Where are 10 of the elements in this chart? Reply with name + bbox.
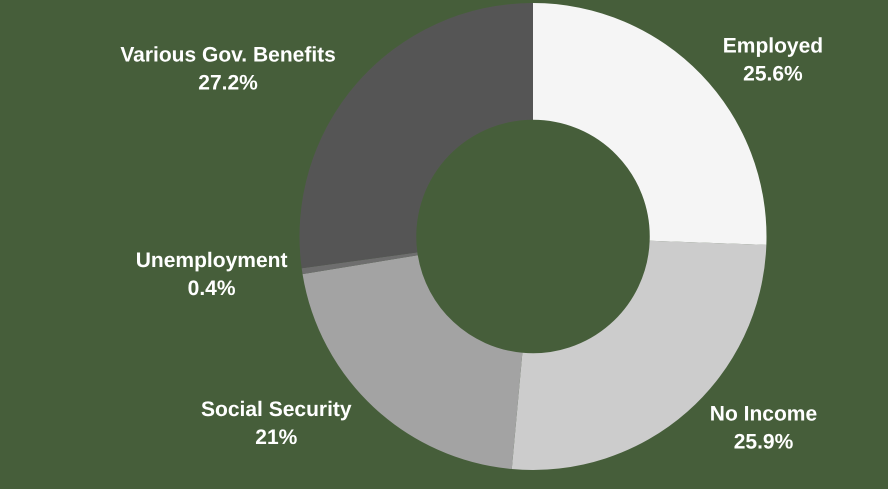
slice-label: No Income (710, 402, 818, 426)
data-label: 25.9% (734, 430, 794, 454)
data-label: 21% (255, 426, 298, 449)
slice-label: Various Gov. Benefits (120, 44, 336, 67)
slice-label: Unemployment (136, 249, 288, 272)
slice-label: Employed (722, 34, 824, 58)
data-label: 0.4% (188, 277, 236, 300)
slice-label: Social Security (201, 398, 352, 421)
data-label: 25.6% (743, 62, 804, 86)
data-label: 27.2% (198, 72, 258, 95)
